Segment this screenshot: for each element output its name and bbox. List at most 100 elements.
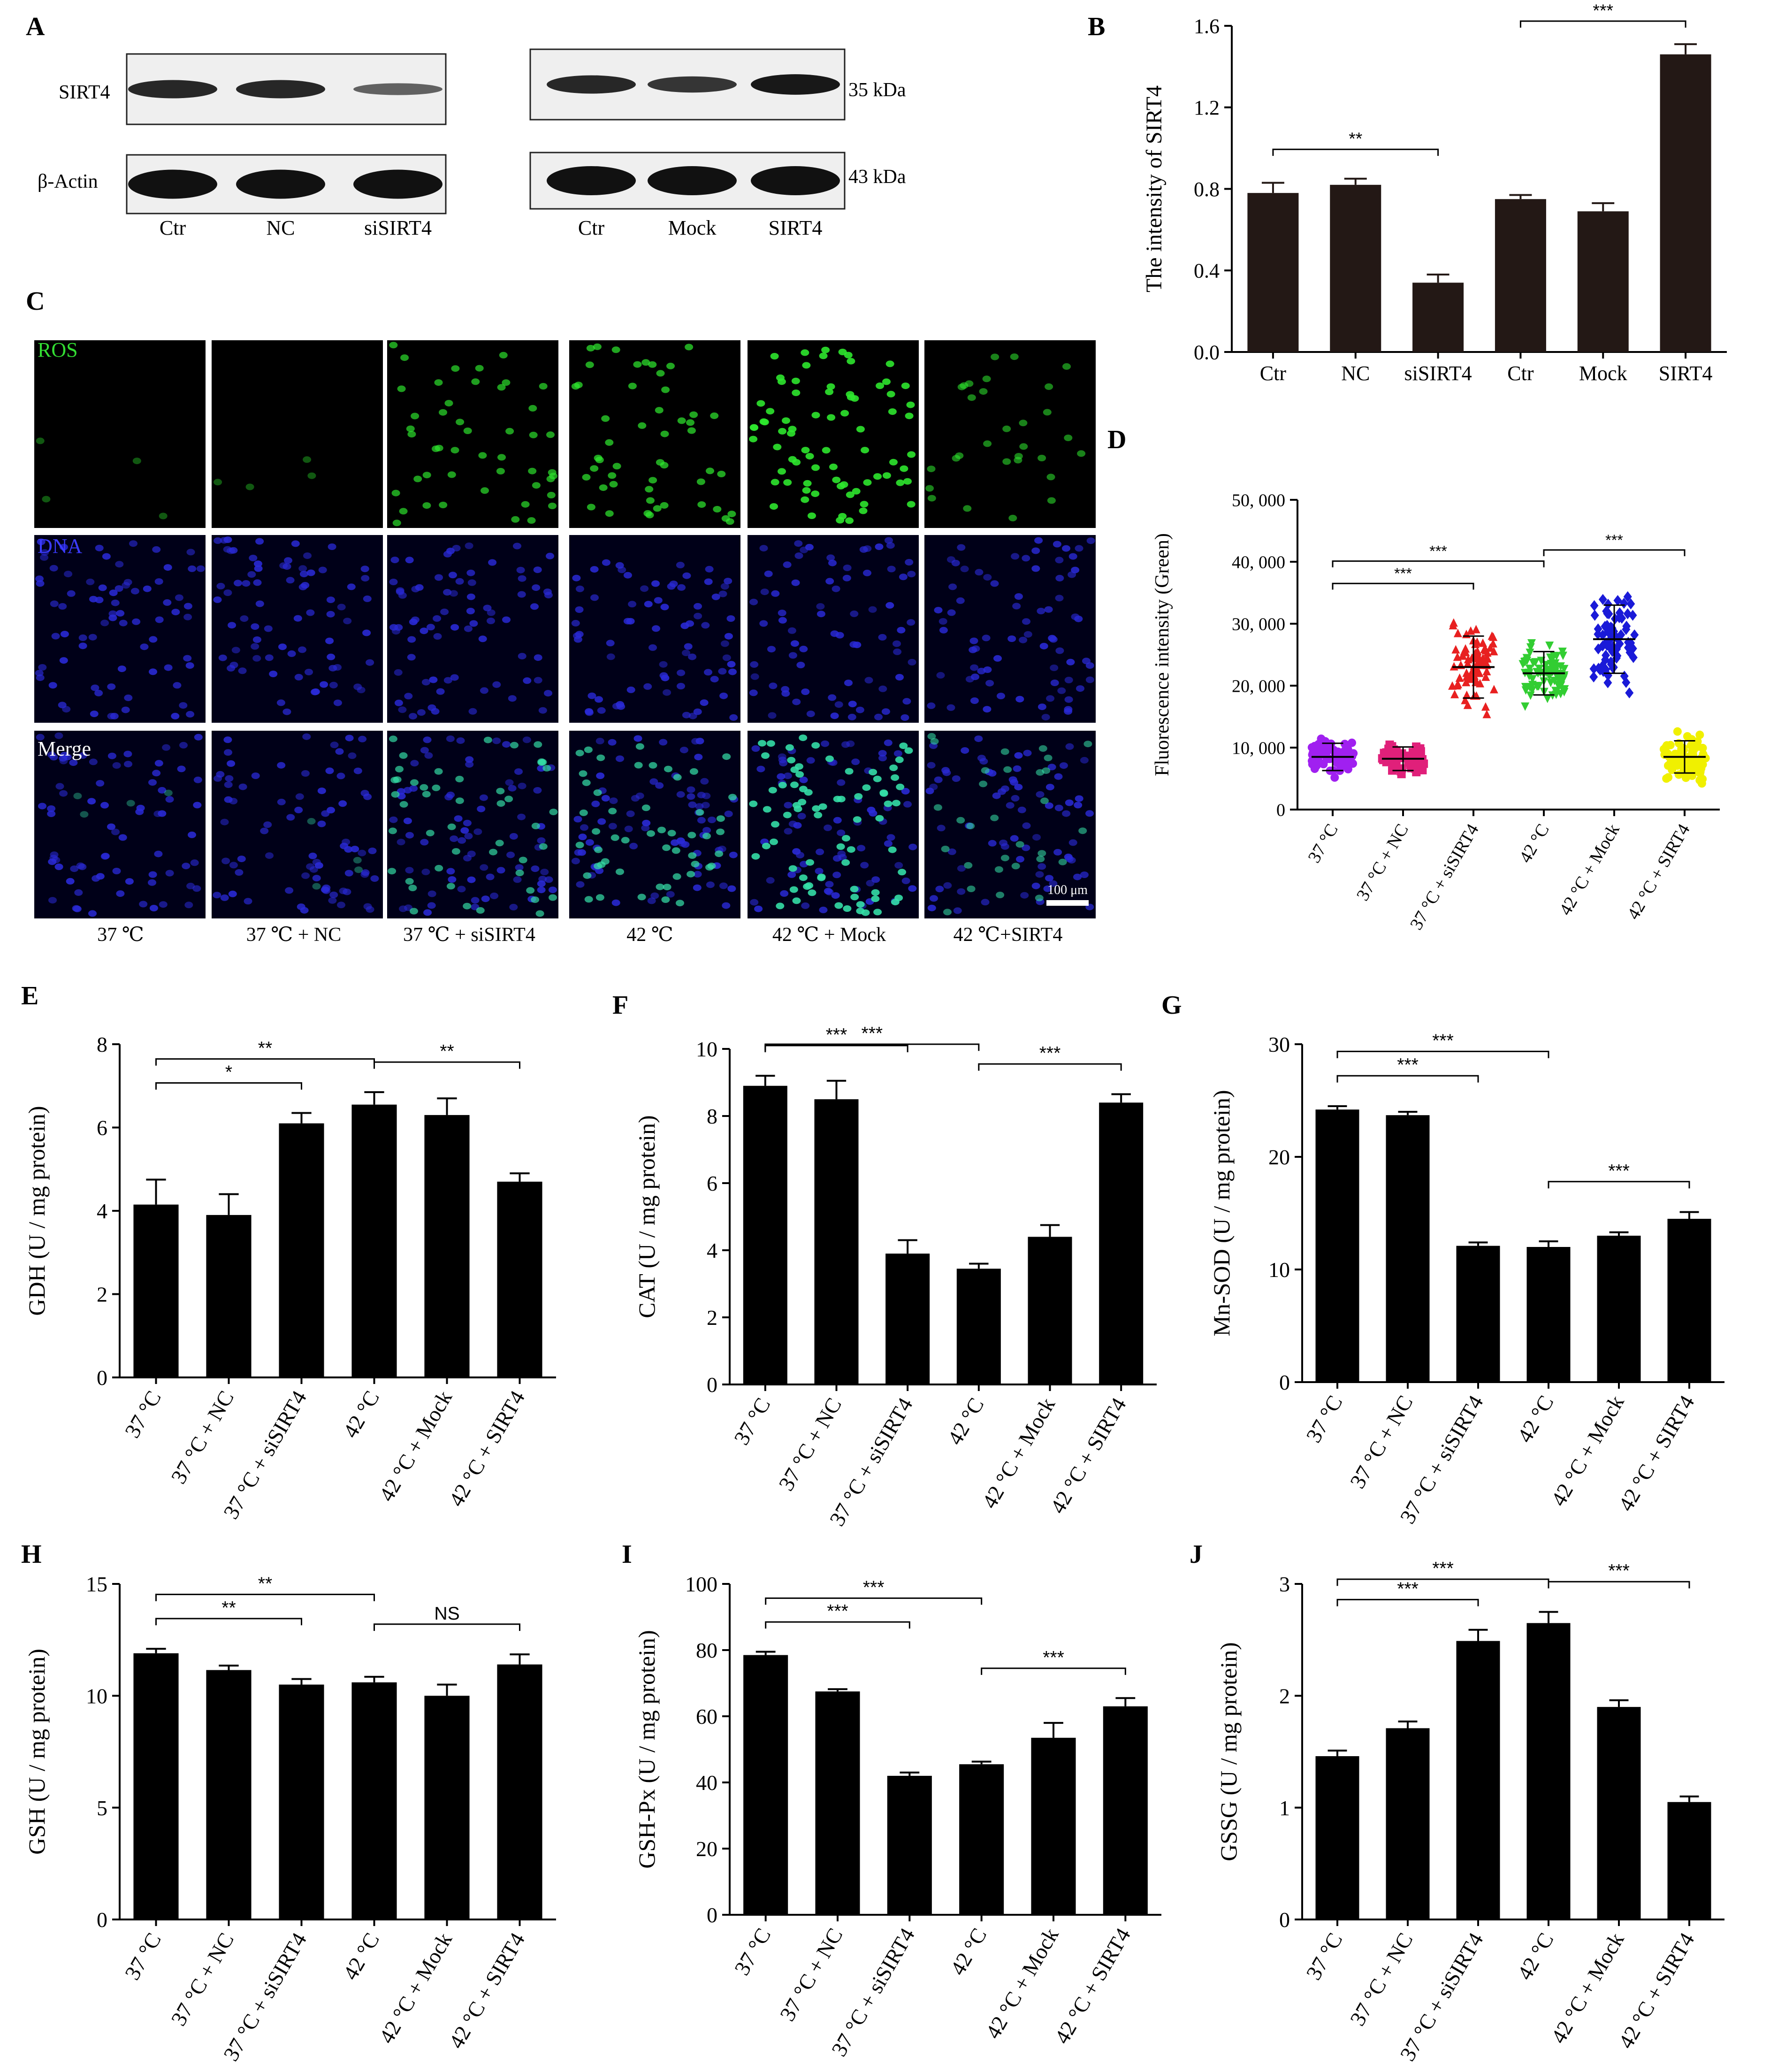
ros-dot (422, 791, 431, 798)
ros-dot (214, 479, 222, 486)
ros-dot (435, 864, 443, 872)
scatter-point (1404, 758, 1413, 767)
nucleus-dot (676, 562, 685, 568)
nucleus-dot (801, 902, 810, 909)
nucleus-dot (1050, 680, 1059, 686)
scatter-point (1625, 687, 1634, 699)
nucleus-dot (435, 574, 443, 581)
nucleus-dot (1074, 802, 1083, 809)
scatter-point (1489, 685, 1498, 694)
ros-dot (776, 374, 785, 381)
ros-dot (892, 800, 900, 807)
ros-dot (925, 485, 934, 492)
nucleus-dot (317, 788, 326, 795)
ros-dot (609, 481, 618, 488)
nucleus-dot (626, 686, 635, 693)
ros-dot (547, 492, 556, 498)
significance-bracket (155, 1618, 302, 1626)
nucleus-dot (666, 891, 675, 898)
nucleus-dot (360, 566, 369, 573)
nucleus-dot (448, 572, 457, 579)
ros-dot (661, 896, 670, 903)
nucleus-dot (464, 625, 473, 632)
nucleus-dot (580, 824, 588, 831)
ros-dot (391, 489, 400, 497)
nucleus-dot (1053, 541, 1061, 548)
ros-dot (594, 863, 603, 870)
nucleus-dot (463, 819, 472, 826)
ros-dot (388, 827, 397, 834)
scatter-point (1544, 668, 1553, 677)
ros-dot (856, 901, 865, 908)
nucleus-dot (952, 775, 961, 782)
nucleus-dot (502, 741, 511, 748)
nucleus-dot (370, 875, 379, 882)
nucleus-dot (467, 579, 476, 586)
nucleus-dot (834, 701, 843, 708)
nucleus-dot (724, 810, 733, 818)
nucleus-dot (49, 565, 58, 572)
nucleus-dot (320, 886, 329, 893)
ros-dot (579, 809, 588, 816)
nucleus-dot (1085, 676, 1094, 683)
scatter-point (1673, 758, 1682, 767)
ros-dot (801, 349, 809, 356)
scatter-point (1664, 773, 1673, 782)
nucleus-dot (1014, 784, 1023, 791)
ros-dot (549, 894, 557, 901)
micro-row-label-dna: DNA (38, 535, 83, 558)
ros-dot (955, 452, 964, 459)
nucleus-dot (36, 580, 45, 587)
y-tick-label: 10 (86, 1684, 107, 1708)
ros-dot (716, 828, 725, 835)
nucleus-dot (623, 572, 632, 579)
nucleus-dot (124, 694, 133, 701)
nucleus-dot (488, 559, 497, 566)
ros-dot (1038, 455, 1046, 461)
ros-dot (1010, 353, 1019, 360)
nucleus-dot (417, 709, 426, 716)
nucleus-dot (682, 572, 691, 579)
y-axis-label: GSH-Px (U / mg protein) (633, 1630, 660, 1868)
nucleus-dot (1043, 885, 1052, 892)
nucleus-dot (886, 834, 895, 841)
nucleus-dot (533, 787, 542, 794)
nucleus-dot (122, 582, 130, 589)
ros-dot (648, 762, 657, 769)
nucleus-dot (320, 681, 328, 688)
nucleus-dot (667, 583, 676, 590)
y-axis-label: The intensity of SIRT4 (1142, 85, 1167, 292)
nucleus-dot (993, 655, 1002, 662)
nucleus-dot (515, 864, 524, 871)
ros-dot (905, 413, 914, 420)
micro-col-label-3: 37 ℃ + siSIRT4 (403, 924, 535, 946)
ros-dot (763, 806, 771, 813)
nucleus-dot (874, 713, 883, 720)
nucleus-dot (112, 762, 121, 769)
ros-dot (792, 390, 801, 396)
nucleus-dot (847, 713, 856, 720)
nucleus-dot (1000, 843, 1009, 850)
ros-dot (595, 457, 604, 463)
nucleus-dot (1064, 708, 1073, 715)
nucleus-dot (946, 704, 955, 711)
ros-dot (812, 805, 821, 812)
nucleus-dot (312, 859, 321, 865)
scatter-point (1598, 660, 1607, 672)
y-tick-label: 3 (1279, 1572, 1290, 1596)
ros-dot (601, 415, 610, 422)
nucleus-dot (293, 615, 302, 622)
nucleus-dot (705, 566, 714, 573)
scatter-point (1481, 672, 1490, 681)
scatter-point (1468, 666, 1477, 675)
micro-tile (387, 535, 558, 723)
x-tick-label: 37 °C (730, 1924, 775, 1980)
ros-dot (927, 466, 936, 473)
scatter-point (1310, 765, 1319, 773)
ros-dot (829, 463, 838, 470)
bar (1660, 54, 1711, 352)
nucleus-dot (66, 878, 75, 885)
nucleus-dot (252, 636, 261, 643)
y-tick-label: 30, 000 (1232, 614, 1285, 634)
x-tick-label: 37 °C (1301, 1392, 1347, 1447)
